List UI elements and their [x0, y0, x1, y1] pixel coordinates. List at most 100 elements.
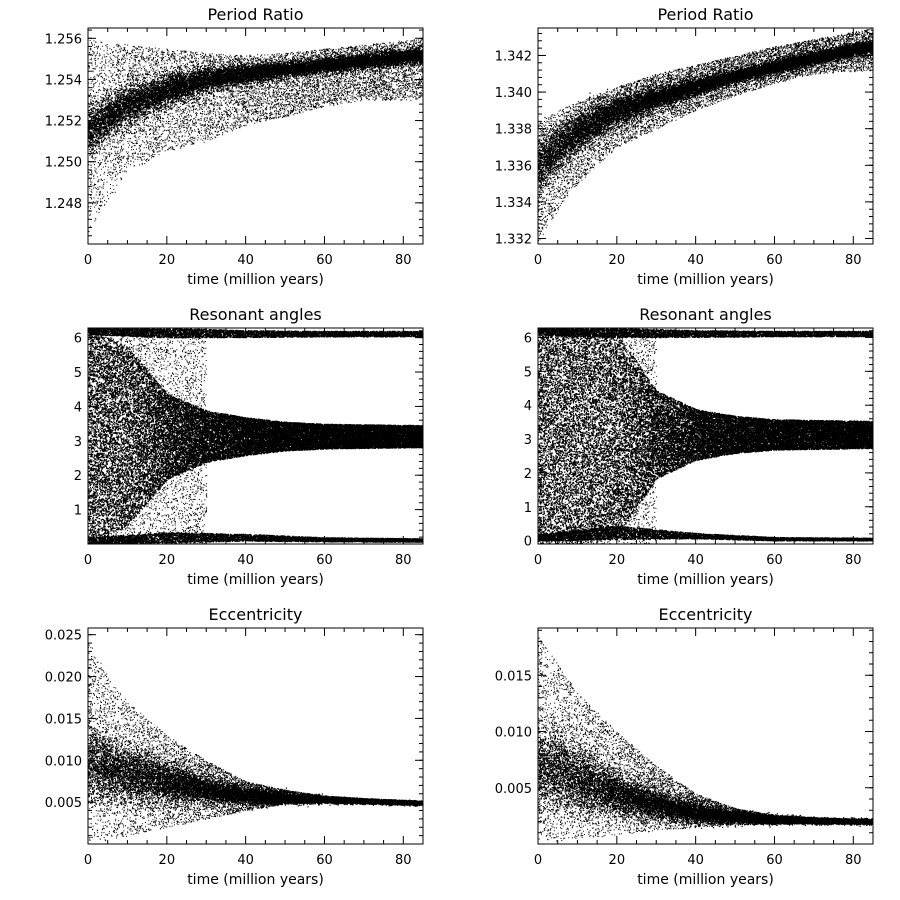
cross-marker: ×: [405, 46, 418, 64]
x-tick-label: 40: [237, 853, 254, 868]
scatter-cloud: [88, 328, 424, 545]
y-tick-label: 1.248: [45, 197, 82, 212]
x-tick-label: 0: [84, 553, 92, 568]
y-tick-label: 1.334: [495, 196, 532, 211]
y-tick-label: 6: [524, 331, 532, 346]
chart-panel-5: Eccentricity 0 20 40 60 80 time (million years…: [45, 605, 424, 888]
chart-title: Eccentricity: [209, 605, 303, 624]
x-axis-label: time (million years): [187, 872, 324, 888]
y-tick-label: 5: [74, 366, 82, 381]
y-tick-label: 1.332: [495, 233, 532, 248]
x-axis-label: time (million years): [637, 572, 774, 588]
cross-marker: ×: [760, 59, 773, 77]
x-tick-label: 80: [845, 853, 862, 868]
x-tick-label: 60: [316, 853, 333, 868]
y-tick-label: 3: [524, 433, 532, 448]
x-tick-label: 20: [609, 553, 626, 568]
chart-title: Period Ratio: [657, 5, 753, 24]
y-tick-label: 1.254: [45, 73, 82, 88]
y-tick-label: 4: [524, 399, 532, 414]
y-tick-label: 0.025: [45, 629, 82, 644]
cross-marker: ×: [295, 60, 308, 78]
x-tick-label: 40: [687, 553, 704, 568]
marker-series: × × × × × × × × ×: [729, 37, 868, 84]
cross-marker: ×: [792, 52, 805, 70]
cross-marker: ×: [279, 62, 292, 80]
scatter-cloud: [88, 643, 424, 841]
y-tick-label: 1.250: [45, 156, 82, 171]
y-tick-label: 1.340: [495, 86, 532, 101]
cross-marker: ×: [310, 58, 323, 76]
x-tick-label: 40: [687, 253, 704, 268]
y-tick-label: 5: [524, 365, 532, 380]
cross-marker: ×: [729, 67, 742, 85]
scatter-points: [88, 643, 424, 841]
x-tick-label: 20: [159, 853, 176, 868]
y-tick-label: 1.252: [45, 115, 82, 130]
cross-marker: ×: [326, 56, 339, 74]
x-tick-label: 60: [766, 253, 783, 268]
x-axis-label: time (million years): [187, 572, 324, 588]
scatter-cloud: [538, 328, 874, 545]
y-tick-label: 0.010: [495, 726, 532, 741]
x-tick-label: 60: [766, 553, 783, 568]
cross-marker: ×: [855, 37, 868, 55]
x-tick-label: 0: [534, 853, 542, 868]
x-tick-label: 80: [395, 553, 412, 568]
chart-title: Eccentricity: [659, 605, 753, 624]
y-tick-label: 0.015: [45, 712, 82, 727]
y-tick-label: 1.338: [495, 123, 532, 138]
x-tick-label: 20: [159, 253, 176, 268]
x-axis: 0 20 40 60 80: [534, 628, 862, 868]
y-tick-label: 4: [74, 400, 82, 415]
y-tick-label: 3: [74, 435, 82, 450]
scatter-points: [538, 328, 874, 545]
plot-frame: [88, 628, 423, 844]
x-tick-label: 20: [609, 853, 626, 868]
x-tick-label: 0: [534, 553, 542, 568]
y-tick-label: 1.256: [45, 32, 82, 47]
x-tick-label: 80: [845, 553, 862, 568]
y-tick-label: 0.015: [495, 669, 532, 684]
y-tick-label: 0.020: [45, 671, 82, 686]
x-tick-label: 80: [395, 853, 412, 868]
x-tick-label: 60: [316, 553, 333, 568]
y-tick-label: 0: [524, 535, 532, 550]
chart-panel-3: Resonant angles 0 20 40 60 80 time (million ye…: [74, 305, 425, 588]
y-tick-label: 1.336: [495, 159, 532, 174]
y-tick-label: 0.005: [495, 782, 532, 797]
y-tick-label: 6: [74, 332, 82, 347]
x-tick-label: 60: [316, 253, 333, 268]
y-tick-label: 1: [74, 504, 82, 519]
x-axis-label: time (million years): [637, 872, 774, 888]
cross-marker: ×: [389, 48, 402, 66]
scatter-cloud: [538, 638, 874, 842]
y-tick-label: 0.005: [45, 796, 82, 811]
x-tick-label: 0: [534, 253, 542, 268]
x-tick-label: 80: [845, 253, 862, 268]
x-axis: 0 20 40 60 80: [84, 628, 412, 868]
y-tick-label: 2: [74, 469, 82, 484]
x-tick-label: 20: [159, 553, 176, 568]
x-tick-label: 20: [609, 253, 626, 268]
cross-marker: ×: [745, 63, 758, 81]
x-tick-label: 40: [237, 553, 254, 568]
x-tick-label: 60: [766, 853, 783, 868]
chart-title: Resonant angles: [639, 305, 772, 324]
x-axis-label: time (million years): [187, 272, 324, 288]
y-tick-label: 1.342: [495, 49, 532, 64]
cross-marker: ×: [342, 54, 355, 72]
y-tick-label: 0.010: [45, 754, 82, 769]
cross-marker: ×: [776, 56, 789, 74]
chart-title: Resonant angles: [189, 305, 322, 324]
x-tick-label: 40: [687, 853, 704, 868]
chart-title: Period Ratio: [207, 5, 303, 24]
x-tick-label: 0: [84, 853, 92, 868]
y-tick-label: 1: [524, 501, 532, 516]
chart-panel-6: Eccentricity 0 20 40 60 80 time (million years…: [495, 605, 874, 888]
cross-marker: ×: [808, 48, 821, 66]
x-tick-label: 80: [395, 253, 412, 268]
